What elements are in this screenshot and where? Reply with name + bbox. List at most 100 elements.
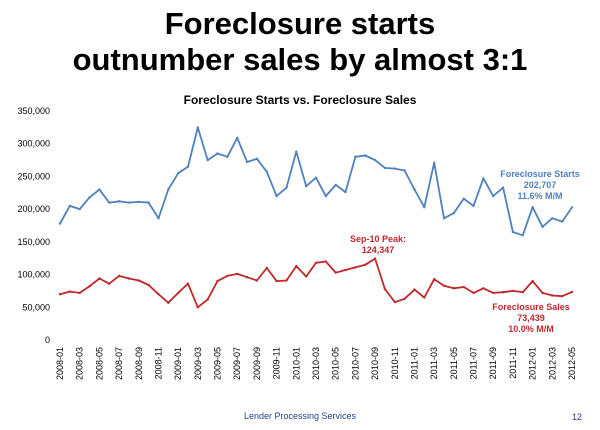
starts-data-point bbox=[403, 169, 406, 172]
starts-data-point bbox=[492, 194, 495, 198]
starts-data-point bbox=[255, 157, 259, 160]
starts-data-point bbox=[196, 126, 199, 129]
starts-data-point bbox=[364, 154, 367, 157]
starts-data-point bbox=[462, 197, 465, 200]
x-tick-label: 2010-05 bbox=[331, 347, 341, 380]
sales-data-point bbox=[521, 291, 524, 294]
sales-data-point bbox=[354, 266, 357, 269]
sales-data-point bbox=[68, 290, 72, 293]
slide-title-line-1: Foreclosure starts bbox=[164, 6, 436, 41]
starts-annotation-name: Foreclosure Starts bbox=[500, 169, 580, 179]
sales-data-point bbox=[413, 288, 416, 291]
sales-data-point bbox=[226, 274, 229, 278]
x-tick-label: 2009-01 bbox=[173, 347, 183, 380]
sales-data-point bbox=[501, 291, 505, 294]
y-tick-label: 150,000 bbox=[17, 237, 50, 247]
x-tick-label: 2010-01 bbox=[291, 347, 301, 380]
sales-data-point bbox=[305, 275, 308, 278]
starts-data-point bbox=[373, 158, 377, 162]
starts-data-point bbox=[265, 170, 268, 173]
starts-data-point bbox=[413, 188, 416, 191]
x-tick-label: 2010-07 bbox=[350, 347, 360, 380]
starts-data-point bbox=[423, 206, 426, 209]
x-tick-label: 2011-07 bbox=[469, 347, 479, 379]
sales-data-point bbox=[423, 296, 426, 299]
starts-data-point bbox=[344, 190, 347, 194]
x-tick-label: 2010-03 bbox=[311, 347, 321, 380]
starts-data-point bbox=[88, 196, 91, 199]
slide-title-line-2: outnumber sales by almost 3:1 bbox=[72, 42, 528, 77]
sales-data-point bbox=[167, 301, 170, 304]
x-axis: 2008-01 2008-03 2008-05 2008-07 2008-09 2008-… bbox=[55, 347, 577, 380]
x-tick-label: 2010-09 bbox=[370, 347, 380, 380]
starts-data-point bbox=[236, 136, 239, 139]
starts-data-point bbox=[501, 186, 505, 189]
sales-data-point bbox=[216, 279, 219, 283]
x-tick-label: 2011-11 bbox=[508, 347, 518, 379]
starts-data-point bbox=[551, 217, 554, 220]
x-tick-label: 2008-05 bbox=[94, 347, 104, 380]
sales-data-point bbox=[127, 277, 131, 280]
sales-data-point bbox=[157, 293, 160, 296]
starts-data-point bbox=[127, 201, 131, 204]
sales-data-point bbox=[344, 268, 347, 272]
x-tick-label: 2011-01 bbox=[409, 347, 419, 379]
sales-data-point bbox=[58, 293, 62, 296]
x-tick-label: 2012-01 bbox=[528, 347, 538, 380]
sales-data-point bbox=[442, 284, 446, 287]
starts-data-point bbox=[285, 186, 288, 189]
starts-data-point bbox=[561, 220, 564, 223]
starts-data-point bbox=[275, 194, 278, 198]
starts-data-point bbox=[295, 150, 298, 153]
sales-data-point bbox=[511, 289, 515, 293]
starts-data-point bbox=[541, 225, 544, 228]
starts-data-point bbox=[167, 188, 170, 191]
starts-data-point bbox=[482, 177, 485, 180]
y-tick-label: 300,000 bbox=[17, 139, 50, 149]
starts-data-point bbox=[334, 183, 337, 187]
sales-data-point bbox=[245, 276, 249, 279]
sales-data-point bbox=[393, 300, 396, 304]
sales-data-point bbox=[541, 291, 544, 295]
sales-data-point bbox=[403, 297, 406, 300]
sales-data-point bbox=[383, 287, 387, 291]
sales-data-point bbox=[108, 282, 111, 285]
sales-data-point bbox=[561, 295, 564, 298]
sales-data-point bbox=[364, 263, 367, 266]
starts-data-point bbox=[324, 194, 327, 198]
sales-data-point bbox=[236, 272, 239, 276]
sales-data-point bbox=[206, 298, 209, 301]
sales-data-point bbox=[324, 260, 327, 263]
starts-data-point bbox=[452, 211, 455, 215]
starts-data-point bbox=[98, 188, 101, 191]
starts-data-point bbox=[186, 165, 190, 168]
sales-annotation-name: Foreclosure Sales bbox=[492, 302, 570, 312]
starts-data-point bbox=[157, 217, 160, 220]
y-tick-label: 100,000 bbox=[17, 270, 50, 280]
starts-data-point bbox=[472, 204, 475, 208]
starts-data-point bbox=[108, 201, 111, 204]
sales-data-point bbox=[373, 257, 377, 260]
sales-data-point bbox=[531, 279, 534, 283]
x-tick-label: 2011-03 bbox=[429, 347, 439, 379]
starts-data-point bbox=[393, 167, 396, 170]
x-tick-label: 2011-05 bbox=[449, 347, 459, 379]
x-tick-label: 2010-11 bbox=[390, 347, 400, 379]
sales-annotation-change: 10.0% M/M bbox=[508, 324, 554, 334]
starts-series-line bbox=[59, 126, 573, 237]
x-tick-label: 2009-07 bbox=[232, 347, 242, 380]
sales-data-point bbox=[452, 287, 455, 290]
starts-data-point bbox=[531, 206, 534, 209]
x-tick-label: 2009-05 bbox=[213, 347, 223, 380]
peak-annotation-value: 124,347 bbox=[362, 245, 395, 255]
sales-data-point bbox=[177, 291, 180, 295]
starts-data-point bbox=[570, 206, 574, 209]
sales-data-point bbox=[492, 291, 495, 295]
sales-data-point bbox=[117, 274, 121, 278]
sales-data-point bbox=[98, 277, 101, 280]
starts-data-point bbox=[206, 158, 209, 162]
x-tick-label: 2012-03 bbox=[547, 347, 557, 380]
sales-data-point bbox=[472, 291, 475, 295]
sales-data-point bbox=[334, 271, 337, 274]
